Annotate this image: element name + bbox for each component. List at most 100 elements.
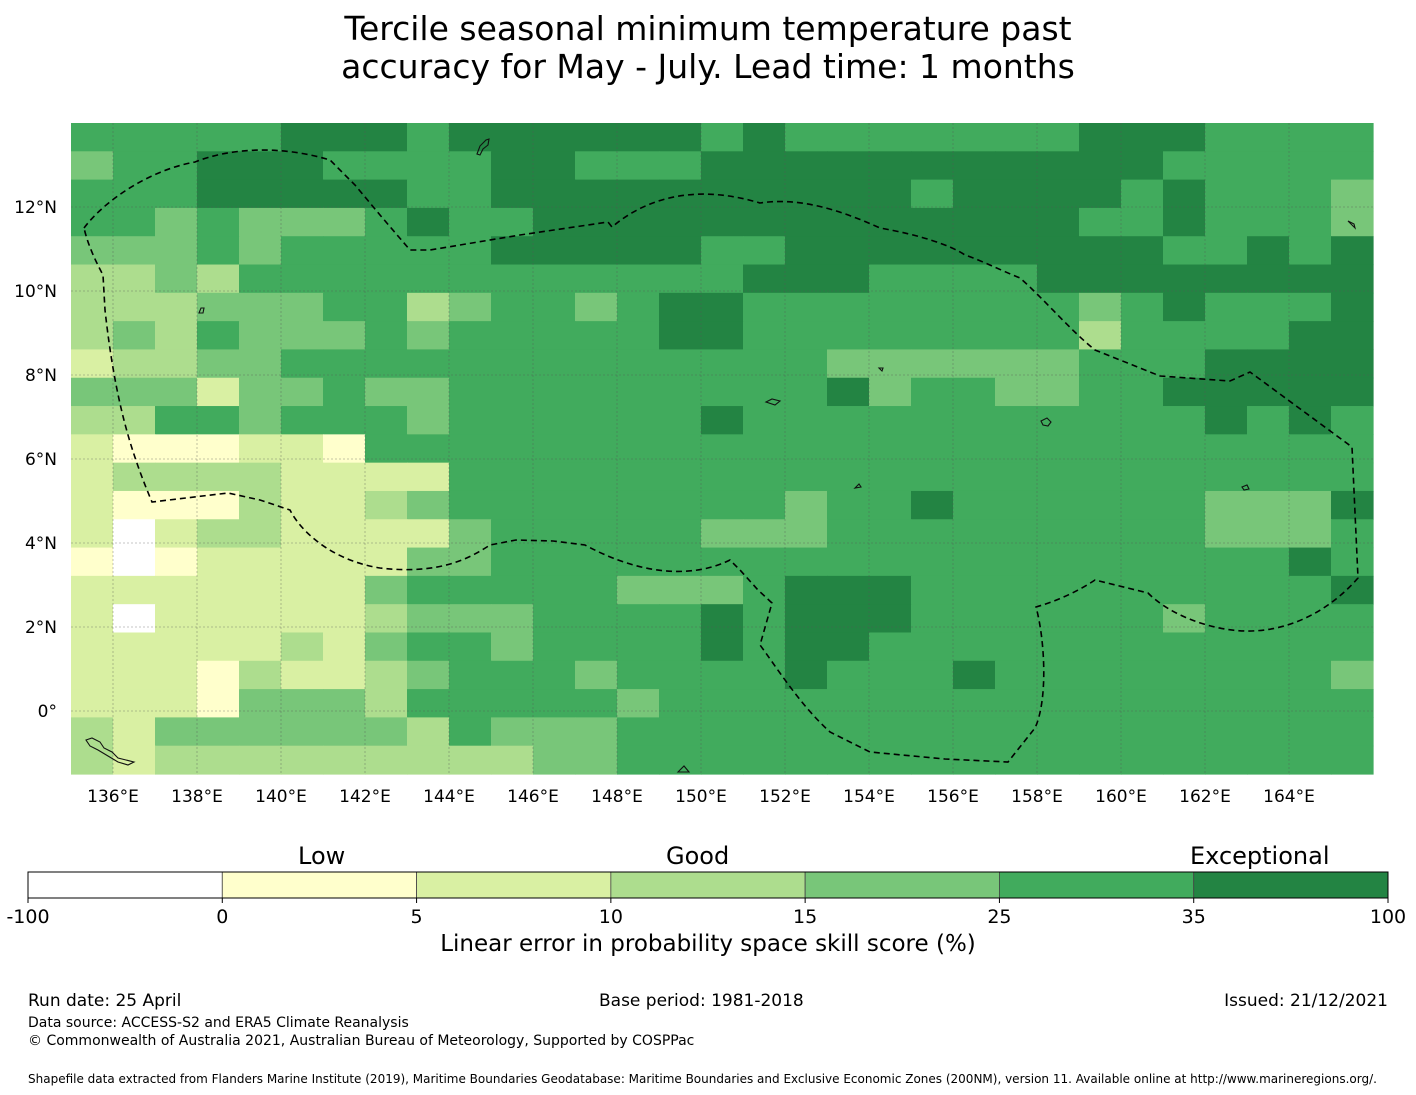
grid-cell: [1121, 406, 1164, 435]
grid-cell: [155, 547, 198, 577]
grid-cell: [659, 632, 702, 662]
grid-cell: [155, 490, 198, 520]
grid-cell: [617, 575, 660, 605]
grid-cell: [953, 377, 996, 407]
grid-cell: [1163, 717, 1206, 747]
grid-cell: [407, 434, 450, 464]
grid-cell: [1247, 434, 1290, 464]
grid-cell: [1121, 660, 1164, 690]
grid-cell: [911, 377, 954, 407]
grid-cell: [1079, 519, 1122, 549]
grid-cell: [1331, 689, 1374, 718]
grid-cell: [701, 660, 744, 690]
grid-cell: [869, 632, 912, 662]
grid-cell: [113, 377, 156, 407]
grid-cell: [911, 207, 954, 237]
grid-cell: [113, 123, 156, 152]
grid-cell: [911, 264, 954, 294]
grid-cell: [1079, 490, 1122, 520]
grid-cell: [323, 321, 366, 351]
grid-cell: [617, 604, 660, 634]
grid-cell: [155, 123, 198, 152]
colorbar-segment: [999, 871, 1195, 899]
grid-cell: [197, 236, 240, 266]
grid-cell: [323, 689, 366, 718]
grid-cell: [1079, 151, 1122, 181]
grid-cell: [281, 575, 324, 605]
grid-cell: [869, 462, 912, 492]
grid-cell: [995, 179, 1038, 209]
grid-cell: [113, 689, 156, 718]
grid-cell: [701, 519, 744, 549]
grid-cell: [449, 377, 492, 407]
island-guam: [476, 138, 490, 156]
grid-cell: [743, 264, 786, 294]
grid-cell: [617, 434, 660, 464]
issued-date: Issued: 21/12/2021: [1224, 991, 1388, 1011]
grid-cell: [113, 434, 156, 464]
grid-cell: [71, 151, 114, 181]
grid-cell: [869, 745, 912, 775]
grid-cell: [911, 575, 954, 605]
grid-cell: [701, 434, 744, 464]
grid-cell: [1289, 207, 1332, 237]
grid-cell: [1247, 151, 1290, 181]
grid-cell: [953, 151, 996, 181]
grid-cell: [659, 575, 702, 605]
grid-cell: [449, 292, 492, 322]
grid-cell: [827, 604, 870, 634]
grid-cell: [1247, 519, 1290, 549]
grid-cell: [659, 292, 702, 322]
grid-cell: [1247, 406, 1290, 435]
grid-cell: [995, 717, 1038, 747]
grid-cell: [197, 264, 240, 294]
grid-cell: [1331, 717, 1374, 747]
island-small-2: [1040, 417, 1052, 427]
grid-cell: [869, 575, 912, 605]
grid-cell: [491, 207, 534, 237]
grid-cell: [281, 632, 324, 662]
grid-cell: [1037, 575, 1080, 605]
grid-cell: [449, 406, 492, 435]
lat-tick-label: 2°N: [25, 618, 57, 638]
grid-cell: [71, 660, 114, 690]
grid-cell: [1205, 462, 1248, 492]
grid-cell: [575, 207, 618, 237]
grid-cell: [659, 207, 702, 237]
grid-cell: [659, 689, 702, 718]
grid-cell: [407, 490, 450, 520]
grid-cell: [743, 236, 786, 266]
grid-cell: [281, 179, 324, 209]
grid-cell: [533, 292, 576, 322]
grid-cell: [113, 207, 156, 237]
grid-cell: [113, 179, 156, 209]
grid-cell: [911, 292, 954, 322]
grid-cell: [197, 179, 240, 209]
grid-cell: [1247, 660, 1290, 690]
grid-cell: [743, 745, 786, 775]
grid-cell: [701, 292, 744, 322]
grid-cell: [869, 490, 912, 520]
lon-tick-label: 164°E: [1263, 787, 1315, 807]
grid-cell: [281, 377, 324, 407]
grid-cell: [449, 434, 492, 464]
grid-cell: [1331, 207, 1374, 237]
grid-cell: [1037, 604, 1080, 634]
grid-cell: [995, 434, 1038, 464]
island-small-4: [853, 483, 862, 489]
grid-cell: [659, 434, 702, 464]
lon-tick-label: 140°E: [255, 787, 307, 807]
grid-cell: [1037, 519, 1080, 549]
grid-cell: [491, 179, 534, 209]
grid-cell: [449, 123, 492, 152]
grid-cell: [1289, 151, 1332, 181]
lon-tick-label: 142°E: [339, 787, 391, 807]
grid-cell: [785, 349, 828, 379]
grid-cell: [617, 264, 660, 294]
grid-cell: [995, 689, 1038, 718]
grid-cell: [659, 406, 702, 435]
grid-cell: [1247, 179, 1290, 209]
grid-cell: [239, 604, 282, 634]
grid-cell: [1331, 745, 1374, 775]
grid-cell: [1331, 490, 1374, 520]
